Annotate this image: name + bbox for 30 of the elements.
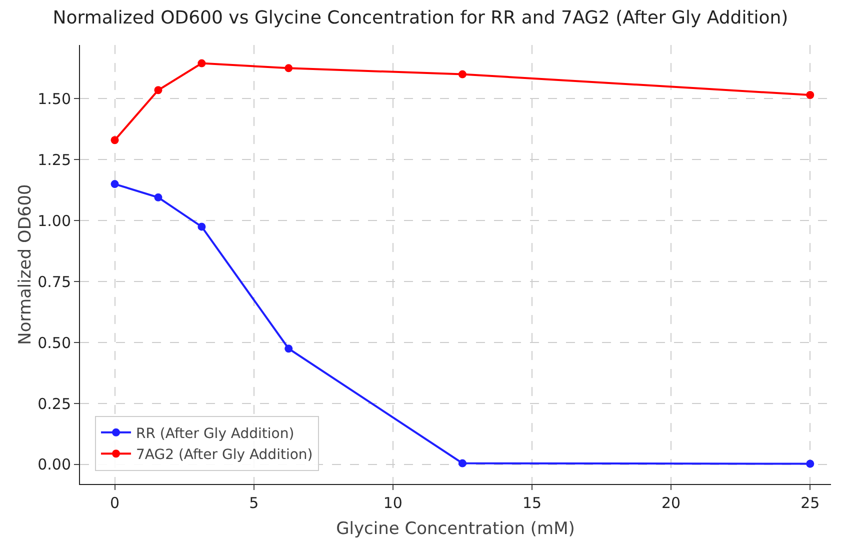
point (198, 222, 206, 231)
y-tick-label: 1.50 (38, 90, 71, 108)
point (284, 344, 293, 353)
y-tick-label: 0.00 (38, 456, 71, 474)
y-tick-label: 1.00 (38, 212, 71, 230)
x-tick-label: 0 (110, 494, 120, 512)
point (110, 136, 119, 144)
y-tick-label: 0.50 (38, 334, 71, 352)
x-axis-title: Glycine Concentration (mM) (336, 519, 575, 539)
point (458, 70, 466, 78)
y-tick-label: 1.25 (38, 150, 71, 169)
legend-label: 7AG2 (After Gly Addition) (136, 447, 313, 464)
x-tick-label: 10 (383, 494, 402, 512)
y-axis-title: Normalized OD600 (16, 184, 36, 345)
point (110, 180, 119, 188)
point (458, 459, 466, 468)
legend-label: RR (After Gly Addition) (136, 426, 294, 442)
point (806, 91, 814, 99)
x-tick-label: 20 (662, 494, 681, 512)
point (284, 64, 293, 72)
x-tick-label: 25 (800, 494, 820, 512)
point (806, 460, 814, 468)
x-tick-label: 5 (249, 494, 259, 512)
point (154, 193, 162, 202)
y-tick-label: 0.75 (38, 272, 71, 291)
point (154, 86, 162, 94)
y-tick-label: 0.25 (38, 394, 71, 413)
point (198, 59, 206, 68)
x-tick-label: 15 (522, 494, 542, 512)
chart-title: Normalized OD600 vs Glycine Concentration for RR and 7AG2 (After Gly Addition) (52, 7, 788, 28)
